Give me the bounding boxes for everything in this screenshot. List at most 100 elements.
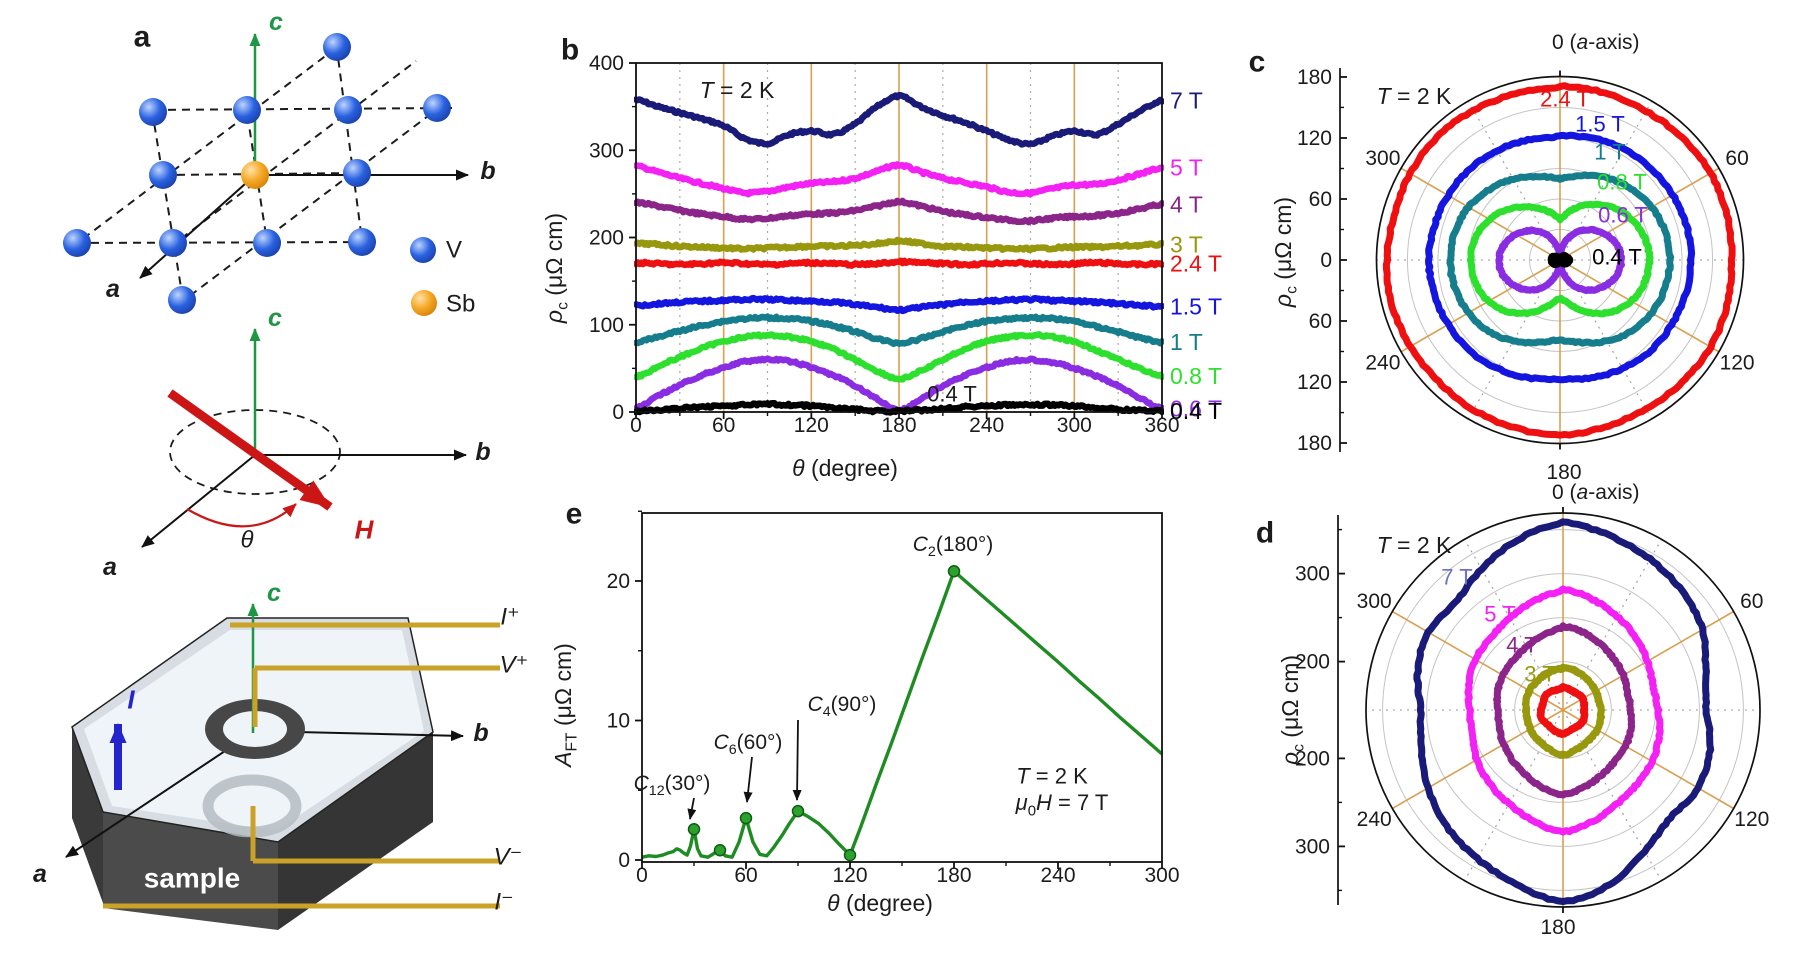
radial-tick-label-c: 180 (1297, 66, 1332, 89)
v-atom (423, 94, 451, 122)
rotation-angle-label: θ (240, 526, 254, 554)
sample-a-axis-label: a (33, 859, 47, 888)
panel-d-top-axis-label: 0 (a-axis) (1552, 480, 1640, 504)
panel-e-xlabel: θ (degree) (827, 889, 933, 916)
radial-tick-label-c: 120 (1297, 371, 1332, 394)
panel-c-bottom-axis-label: 180 (1546, 460, 1582, 484)
panel-d-ylabel: ρc (μΩ cm) (1276, 654, 1308, 766)
x-tick-label-e: 240 (1040, 864, 1075, 887)
sample-left-face (72, 727, 103, 903)
field-label-b-4-t: 4 T (1170, 191, 1203, 217)
panel-e-ylabel: AFT (μΩ cm) (549, 643, 581, 767)
v-atom (149, 161, 177, 189)
angle-label-d: 300 (1357, 590, 1392, 613)
curve-b-3-t (634, 236, 1164, 254)
legend-v-label: V (446, 236, 463, 264)
x-tick-label-e: 120 (832, 864, 867, 887)
angle-label-d: 240 (1357, 808, 1392, 831)
field-label-b-2-4-t: 2.4 T (1170, 251, 1222, 277)
magnetic-field-arrow (167, 389, 333, 511)
y-tick-label-b: 400 (589, 52, 624, 75)
panel-d-title: T = 2 K (1376, 531, 1452, 558)
panel-c-top-axis-label: 0 (a-axis) (1552, 30, 1640, 54)
y-tick-label-b: 0 (612, 401, 624, 424)
fft-data-marker (713, 843, 727, 857)
rotation-plane-ellipse (169, 409, 341, 495)
radial-tick-label-c: 0 (1320, 249, 1332, 272)
field-label-c-0-6-t: 0.6 T (1598, 202, 1648, 228)
radial-tick-label-d: 200 (1295, 651, 1330, 674)
x-tick-label-b: 180 (881, 414, 916, 437)
polar-radial-dotted (1562, 539, 1662, 711)
field-label-c-1-5-t: 1.5 T (1575, 111, 1625, 137)
v-atom (139, 98, 167, 126)
v-atom (253, 229, 281, 257)
x-tick-label-e: 180 (936, 864, 971, 887)
curve-d-4-t (1493, 622, 1636, 799)
field-label-b-7-t: 7 T (1170, 88, 1203, 114)
angle-label-c: 60 (1725, 147, 1748, 170)
x-tick-label-e: 0 (636, 864, 648, 887)
contact-label-v-minus: V⁻ (493, 843, 523, 871)
peak-annotation-arrow (687, 797, 697, 820)
v-atom (323, 33, 351, 61)
field-vector-label: H (354, 514, 374, 545)
x-tick-label-b: 300 (1057, 414, 1092, 437)
panel-e-temperature: T = 2 K (1016, 763, 1088, 789)
radial-tick-label-d: 200 (1295, 747, 1330, 770)
radial-tick-label-c: 180 (1297, 432, 1332, 455)
angle-label-c: 120 (1720, 351, 1755, 374)
field-label-b-0-4-t: 0.4 T (1170, 398, 1222, 424)
field-label-d-5-t: 5 T (1484, 601, 1516, 627)
angle-label-c: 240 (1365, 351, 1400, 374)
contact-label-i-plus: I⁺ (500, 603, 520, 631)
x-tick-label-e: 300 (1144, 864, 1179, 887)
crystal-c-axis-label: c (269, 7, 283, 36)
panel-b-xlabel: θ (degree) (792, 454, 898, 481)
fft-data-marker (791, 804, 805, 818)
v-atom (159, 229, 187, 257)
polar-radial-solid (1400, 167, 1561, 261)
v-atom (168, 286, 196, 314)
x-tick-label-e: 60 (734, 864, 757, 887)
theta-angle-arc (186, 503, 297, 528)
curve-d-2-4-t (1536, 683, 1589, 738)
peak-annotation-c6: C6(60°) (713, 730, 783, 759)
radial-tick-label-c: 60 (1309, 310, 1332, 333)
curve-b-1-5-t (634, 294, 1164, 315)
sample-label: sample (143, 862, 241, 894)
curve-b-0-8-t (634, 331, 1164, 383)
y-tick-label-e: 10 (607, 710, 630, 733)
legend-sb-atom-icon (411, 290, 437, 316)
panel-b-inner-series-label: 0.4 T (927, 381, 977, 407)
v-atom (63, 229, 91, 257)
x-tick-label-b: 120 (794, 414, 829, 437)
angle-label-c: 300 (1365, 147, 1400, 170)
radial-tick-label-d: 300 (1295, 835, 1330, 858)
field-label-c-2-4-t: 2.4 T (1540, 86, 1590, 112)
rotation-a-axis-arrow (141, 454, 256, 548)
panel-a-letter: a (133, 20, 151, 54)
panel-e-field: μ0H = 7 T (1015, 789, 1109, 820)
field-label-c-0-4-t: 0.4 T (1592, 244, 1642, 270)
lattice-bond (335, 41, 364, 249)
panel-b-ylabel: ρc (μΩ cm) (540, 212, 572, 324)
lattice-bond (62, 241, 377, 244)
curve-b-7-t (634, 91, 1164, 148)
peak-annotation-arrow (743, 756, 753, 803)
crystal-b-axis-label: b (480, 156, 496, 185)
v-atom (334, 96, 362, 124)
field-label-b-0-6-t: 0.6 T (1170, 396, 1222, 422)
field-label-d-4-t: 4 T (1506, 632, 1538, 658)
rotation-b-axis-label: b (475, 437, 491, 466)
peak-annotation-c4: C4(90°) (807, 692, 877, 721)
curve-c-2-4-t (1382, 82, 1736, 439)
curve-c-1-5-t (1425, 131, 1696, 384)
y-tick-label-b: 300 (589, 139, 624, 162)
lattice-bond (71, 44, 341, 248)
panel-d-letter: d (1255, 516, 1275, 550)
fft-data-marker (843, 848, 857, 862)
field-label-b-1-5-t: 1.5 T (1170, 293, 1222, 319)
